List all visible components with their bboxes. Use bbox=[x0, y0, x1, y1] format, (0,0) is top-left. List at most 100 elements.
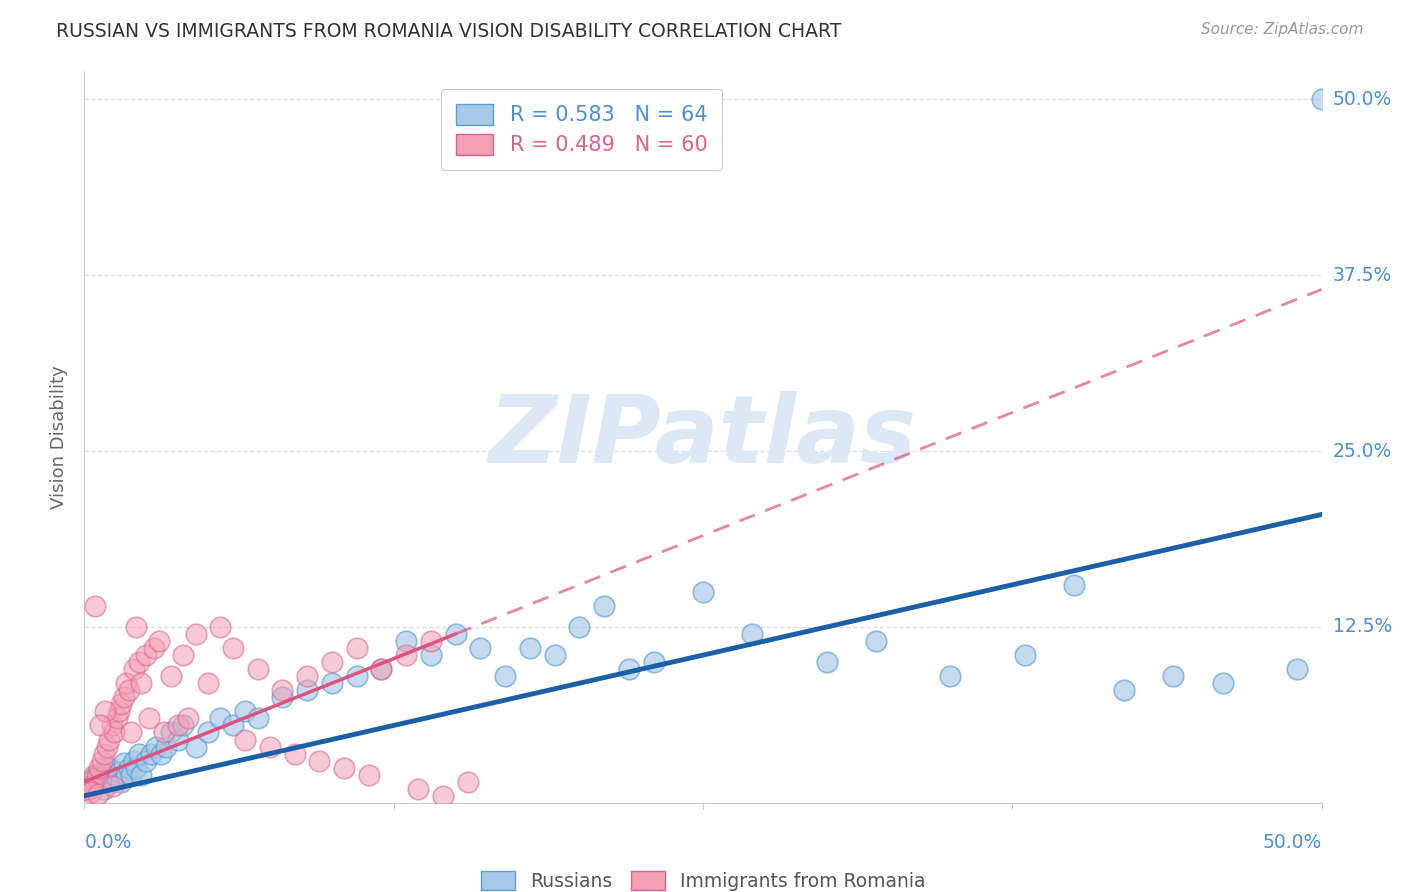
Point bbox=[692, 584, 714, 599]
Point bbox=[103, 767, 125, 781]
Text: 37.5%: 37.5% bbox=[1333, 266, 1392, 285]
Point bbox=[370, 662, 392, 676]
Point bbox=[519, 641, 541, 656]
Point bbox=[308, 754, 330, 768]
Text: 50.0%: 50.0% bbox=[1333, 90, 1392, 109]
Point bbox=[105, 771, 128, 785]
Point bbox=[93, 747, 115, 761]
Y-axis label: Vision Disability: Vision Disability bbox=[51, 365, 69, 509]
Point bbox=[101, 779, 124, 793]
Point bbox=[295, 683, 318, 698]
Point bbox=[152, 725, 174, 739]
Point bbox=[172, 718, 194, 732]
Point bbox=[122, 754, 145, 768]
Point bbox=[197, 676, 219, 690]
Point bbox=[79, 784, 101, 798]
Point bbox=[84, 599, 107, 613]
Point bbox=[1014, 648, 1036, 662]
Point bbox=[89, 718, 111, 732]
Point bbox=[259, 739, 281, 754]
Point bbox=[105, 711, 128, 725]
Point bbox=[89, 761, 111, 775]
Point bbox=[470, 641, 492, 656]
Point bbox=[77, 781, 100, 796]
Text: RUSSIAN VS IMMIGRANTS FROM ROMANIA VISION DISABILITY CORRELATION CHART: RUSSIAN VS IMMIGRANTS FROM ROMANIA VISIO… bbox=[56, 22, 842, 41]
Point bbox=[83, 767, 105, 781]
Point bbox=[115, 767, 138, 781]
Text: 0.0%: 0.0% bbox=[84, 833, 132, 853]
Point bbox=[177, 711, 200, 725]
Point bbox=[419, 648, 441, 662]
Point bbox=[160, 669, 183, 683]
Point bbox=[112, 756, 135, 771]
Point bbox=[86, 771, 108, 785]
Point bbox=[103, 725, 125, 739]
Point bbox=[357, 767, 380, 781]
Point bbox=[90, 754, 112, 768]
Point bbox=[494, 669, 516, 683]
Point bbox=[233, 732, 256, 747]
Point bbox=[643, 655, 665, 669]
Point bbox=[155, 739, 177, 754]
Point bbox=[118, 761, 141, 775]
Point bbox=[1285, 662, 1308, 676]
Point bbox=[148, 634, 170, 648]
Point bbox=[284, 747, 307, 761]
Point bbox=[110, 774, 132, 789]
Point bbox=[209, 711, 232, 725]
Point bbox=[115, 676, 138, 690]
Point bbox=[457, 774, 479, 789]
Point bbox=[1161, 669, 1184, 683]
Point bbox=[432, 789, 454, 803]
Point bbox=[135, 754, 157, 768]
Point bbox=[593, 599, 616, 613]
Point bbox=[246, 662, 269, 676]
Point bbox=[138, 711, 160, 725]
Point bbox=[617, 662, 640, 676]
Point bbox=[408, 781, 430, 796]
Point bbox=[87, 788, 110, 802]
Text: Source: ZipAtlas.com: Source: ZipAtlas.com bbox=[1201, 22, 1364, 37]
Text: 25.0%: 25.0% bbox=[1333, 442, 1392, 460]
Point bbox=[184, 627, 207, 641]
Point bbox=[741, 627, 763, 641]
Point bbox=[370, 662, 392, 676]
Point bbox=[142, 641, 165, 656]
Point bbox=[209, 620, 232, 634]
Point bbox=[128, 747, 150, 761]
Point bbox=[135, 648, 157, 662]
Point bbox=[150, 747, 173, 761]
Point bbox=[96, 739, 118, 754]
Point bbox=[346, 641, 368, 656]
Point bbox=[120, 725, 142, 739]
Point bbox=[222, 718, 245, 732]
Point bbox=[129, 676, 152, 690]
Point bbox=[108, 764, 131, 779]
Point bbox=[543, 648, 565, 662]
Legend: Russians, Immigrants from Romania: Russians, Immigrants from Romania bbox=[474, 863, 932, 892]
Point bbox=[271, 690, 294, 705]
Point bbox=[122, 662, 145, 676]
Point bbox=[395, 648, 418, 662]
Point bbox=[125, 761, 148, 775]
Point bbox=[90, 764, 112, 779]
Point bbox=[80, 779, 103, 793]
Point bbox=[141, 747, 163, 761]
Point bbox=[125, 620, 148, 634]
Point bbox=[1063, 578, 1085, 592]
Point bbox=[815, 655, 838, 669]
Point bbox=[100, 718, 122, 732]
Point bbox=[112, 690, 135, 705]
Point bbox=[321, 655, 343, 669]
Point bbox=[419, 634, 441, 648]
Point bbox=[80, 774, 103, 789]
Point bbox=[145, 739, 167, 754]
Point bbox=[346, 669, 368, 683]
Point bbox=[167, 732, 190, 747]
Point bbox=[96, 771, 118, 785]
Text: ZIPatlas: ZIPatlas bbox=[489, 391, 917, 483]
Point bbox=[321, 676, 343, 690]
Point bbox=[79, 779, 101, 793]
Point bbox=[118, 683, 141, 698]
Text: 12.5%: 12.5% bbox=[1333, 617, 1392, 637]
